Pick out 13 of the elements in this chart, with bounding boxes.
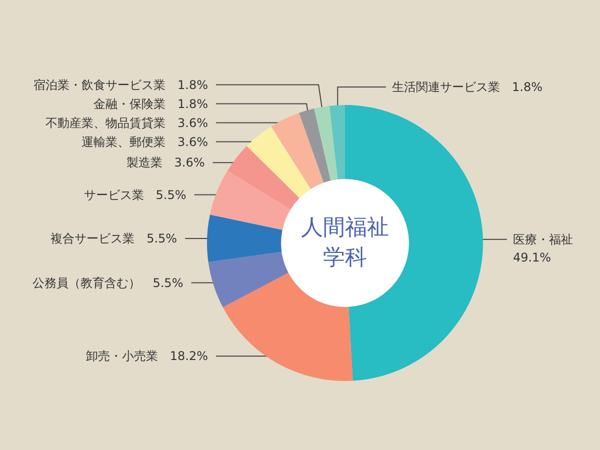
slice-label: 複合サービス業 5.5% <box>50 232 178 246</box>
slice-label: 医療・福祉 <box>512 232 573 246</box>
slice-label: 公務員（教育含む） 5.5% <box>32 276 184 290</box>
data-label: 49.1% <box>512 250 552 264</box>
slice-label: 卸売・小売業 18.2% <box>86 349 208 364</box>
slice-label: 運輸業、郵便業 3.6% <box>82 134 208 149</box>
slice-label: 製造業 3.6% <box>126 156 205 170</box>
slice-label: 金融・保険業 1.8% <box>94 96 208 111</box>
text: 人間福祉学科 <box>301 216 389 270</box>
slice-label: サービス業 5.5% <box>84 188 186 202</box>
slice-label: 宿泊業・飲食サービス業 1.8% <box>34 78 208 92</box>
slice-label: 不動産業、物品賃貸業 3.6% <box>46 116 208 130</box>
slice-label: 生活関連サービス業 1.8% <box>392 80 542 94</box>
